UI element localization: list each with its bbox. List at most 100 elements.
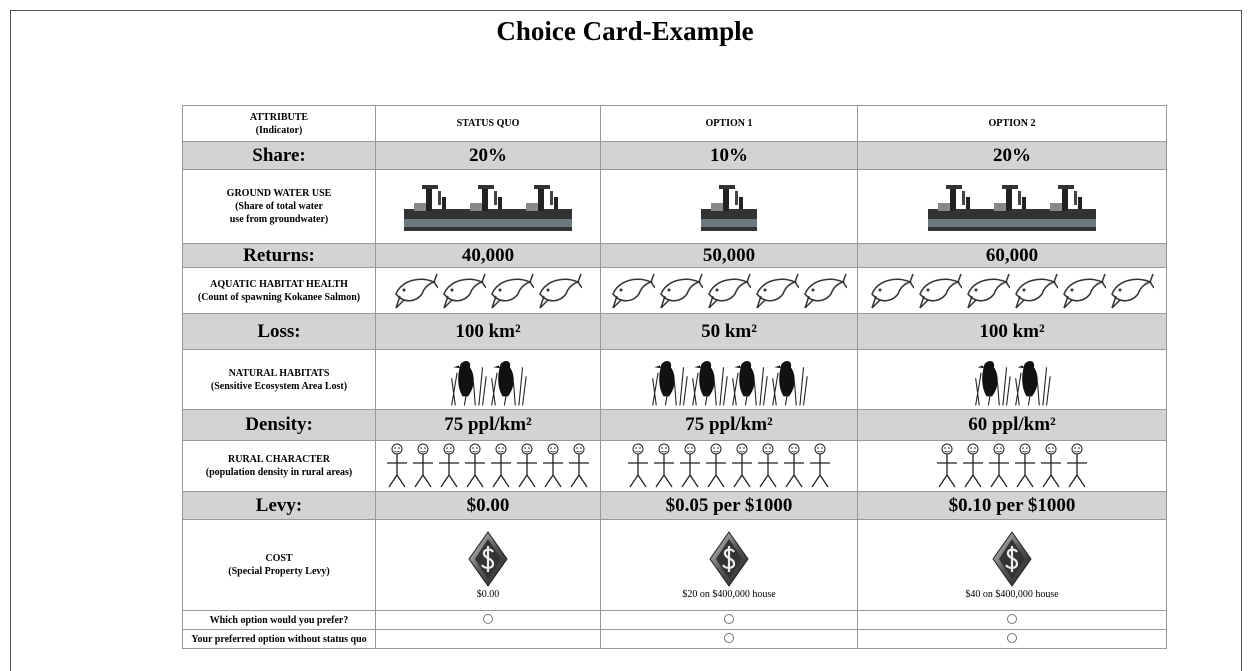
icon-shape <box>628 444 648 487</box>
habitat-row: NATURAL HABITATS (Sensitive Ecosystem Are… <box>182 349 1167 410</box>
cell <box>857 169 1167 244</box>
icon <box>966 272 1010 310</box>
icon-shape <box>709 274 751 308</box>
icon-shape <box>976 360 1011 405</box>
icon <box>707 272 751 310</box>
cell-text: AQUATIC HABITAT HEALTH <box>210 278 348 290</box>
icon <box>757 443 779 489</box>
icon <box>972 354 1012 406</box>
returns-row: Returns: 40,000 50,000 60,000 <box>182 243 1167 268</box>
icon <box>438 443 460 489</box>
icon <box>729 354 769 406</box>
icon <box>1012 354 1052 406</box>
icon <box>653 443 675 489</box>
icon-shape <box>387 444 407 487</box>
icon-shape <box>989 444 1009 487</box>
icon-shape <box>469 532 507 586</box>
icon <box>516 183 572 231</box>
icon-shape <box>680 444 700 487</box>
icon-shape <box>491 444 511 487</box>
cell-text: 75 ppl/km² <box>600 409 858 441</box>
icon-shape <box>460 185 516 231</box>
cell-text: (Special Property Levy) <box>228 566 330 577</box>
cell: $0.00 <box>375 519 601 611</box>
icon-shape <box>710 532 748 586</box>
icon <box>936 443 958 489</box>
blank-cell <box>375 629 601 649</box>
icon-shape <box>963 444 983 487</box>
cell-text: Your preferred option without status quo <box>182 629 376 649</box>
icon <box>516 443 538 489</box>
radio[interactable] <box>1007 613 1017 624</box>
icon <box>468 531 508 587</box>
cell: NATURAL HABITATS (Sensitive Ecosystem Are… <box>182 349 376 410</box>
icon <box>769 354 809 406</box>
cell-text: ATTRIBUTE <box>249 111 309 123</box>
icon <box>679 443 701 489</box>
icon <box>809 443 831 489</box>
icon-shape <box>928 185 984 231</box>
icon <box>448 354 488 406</box>
cell <box>600 440 858 492</box>
frame <box>10 10 1242 671</box>
prefer-row: Which option would you prefer? <box>182 610 1167 630</box>
header-row: ATTRIBUTE (Indicator) STATUS QUO OPTION 1… <box>182 105 1167 142</box>
icon-shape <box>540 274 582 308</box>
cell-text: (Sensitive Ecosystem Area Lost) <box>210 380 348 392</box>
cell-text: (Count of spawning Kokanee Salmon) <box>197 291 361 303</box>
cell-text: 10% <box>600 141 858 170</box>
radio[interactable] <box>483 613 493 624</box>
icon <box>1040 443 1062 489</box>
icon-shape <box>661 274 703 308</box>
radio[interactable] <box>724 613 734 624</box>
cell-text: NATURAL HABITATS <box>228 367 330 379</box>
cell-text: 50 km² <box>600 313 858 350</box>
cell-text: RURAL CHARACTER <box>228 454 330 465</box>
icon-shape <box>920 274 962 308</box>
radio[interactable] <box>1007 632 1017 643</box>
radio[interactable] <box>724 632 734 643</box>
icon <box>538 272 582 310</box>
cell: GROUND WATER USE (Share of total water us… <box>182 169 376 244</box>
header-cell: OPTION 1 <box>600 105 858 142</box>
icon <box>460 183 516 231</box>
cell-text: Density: <box>182 409 376 441</box>
levy-row: Levy: $0.00 $0.05 per $1000 $0.10 per $1000 <box>182 491 1167 520</box>
icon <box>992 531 1032 587</box>
icon-shape <box>733 360 768 405</box>
cell-text: $0.10 per $1000 <box>857 491 1167 520</box>
icon <box>488 354 528 406</box>
icon-shape <box>993 532 1031 586</box>
icon-shape <box>706 444 726 487</box>
rural-row: RURAL CHARACTER (population density in ru… <box>182 440 1167 492</box>
icon-shape <box>492 360 527 405</box>
cell <box>857 440 1167 492</box>
icon <box>870 272 914 310</box>
header-cell: STATUS QUO <box>375 105 601 142</box>
icon-shape <box>784 444 804 487</box>
icon-shape <box>413 444 433 487</box>
cell-text: 60,000 <box>857 243 1167 268</box>
cell-text: Levy: <box>182 491 376 520</box>
icon-shape <box>465 444 485 487</box>
cell-text: Loss: <box>182 313 376 350</box>
icon <box>803 272 847 310</box>
cell-text: $0.00 <box>375 491 601 520</box>
cell: $40 on $400,000 house <box>857 519 1167 611</box>
loss-row: Loss: 100 km² 50 km² 100 km² <box>182 313 1167 350</box>
icon-shape <box>773 360 808 405</box>
icon-shape <box>757 274 799 308</box>
cell <box>375 169 601 244</box>
icon <box>464 443 486 489</box>
icon-shape <box>654 444 674 487</box>
header-cell: OPTION 2 <box>857 105 1167 142</box>
density-row: Density: 75 ppl/km² 75 ppl/km² 60 ppl/km² <box>182 409 1167 441</box>
share-row: Share: 20% 10% 20% <box>182 141 1167 170</box>
icon-shape <box>937 444 957 487</box>
cell <box>857 610 1167 630</box>
cell <box>600 169 858 244</box>
cell-text: 100 km² <box>857 313 1167 350</box>
cell-text: 20% <box>857 141 1167 170</box>
cell <box>375 440 601 492</box>
icon-shape <box>1015 444 1035 487</box>
